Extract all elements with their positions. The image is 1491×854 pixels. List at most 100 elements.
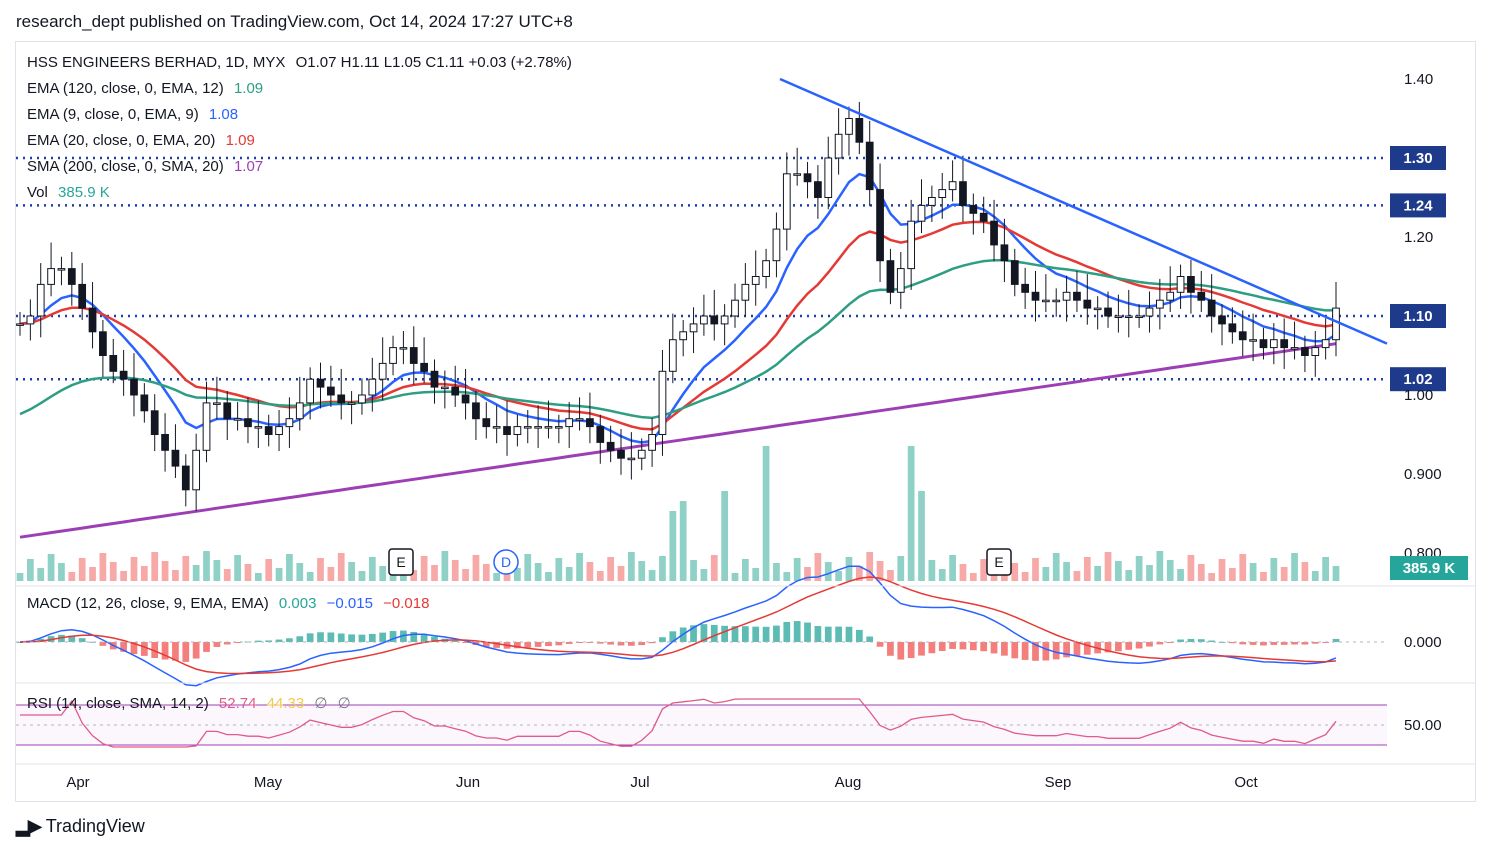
candle-up — [275, 426, 283, 436]
macd-histogram-bar — [1301, 642, 1309, 645]
volume-bar — [1052, 553, 1060, 581]
macd-histogram-bar — [752, 626, 760, 642]
macd-line-value: −0.015 — [326, 595, 373, 612]
rsi-axis-tick: 50.00 — [1404, 717, 1442, 734]
level-tag: 1.24 — [1390, 193, 1446, 218]
legend-macd[interactable]: MACD (12, 26, close, 9, EMA, EMA) 0.003 … — [27, 595, 435, 612]
ema20-value: 1.09 — [225, 132, 255, 149]
candle-up — [1052, 299, 1061, 303]
candle-down — [1031, 291, 1040, 301]
macd-histogram-bar — [317, 632, 324, 642]
legend-sma200[interactable]: SMA (200, close, 0, SMA, 20) 1.07 — [27, 158, 269, 175]
candle-up — [938, 189, 947, 199]
candle-up — [306, 378, 315, 404]
macd-histogram-bar — [710, 624, 718, 642]
macd-histogram-bar — [1083, 642, 1091, 655]
macd-histogram-bar — [1125, 642, 1133, 650]
candle-up — [762, 260, 770, 278]
macd-histogram-bar — [78, 638, 86, 642]
volume-bar — [1187, 555, 1195, 581]
candle-down — [150, 410, 159, 435]
volume-bar — [949, 555, 956, 581]
volume-bar — [26, 559, 34, 581]
macd-histogram-bar — [938, 642, 946, 651]
macd-histogram-bar — [451, 640, 459, 642]
macd-histogram-bar — [68, 635, 76, 642]
candle-down — [1207, 299, 1216, 317]
volume-bar — [151, 552, 159, 581]
macd-histogram-bar — [565, 642, 573, 644]
candle-down — [617, 449, 625, 459]
volume-bar — [161, 561, 169, 581]
legend-rsi[interactable]: RSI (14, close, SMA, 14, 2) 52.74 44.33 … — [27, 694, 357, 712]
candle-up — [782, 173, 791, 230]
volume-bar — [1239, 554, 1247, 581]
volume-bar — [493, 573, 501, 581]
volume-tag-text: 385.9 K — [1403, 560, 1456, 577]
macd-histogram-bar — [918, 642, 925, 656]
level-tag-bg — [1390, 304, 1446, 328]
candle-down — [140, 394, 149, 412]
volume-bar — [254, 573, 262, 581]
macd-histogram-bar — [576, 642, 583, 643]
candle-down — [1187, 276, 1195, 293]
sma200-line — [19, 342, 1337, 539]
sma200-label: SMA (200, close, 0, SMA, 20) — [27, 158, 224, 175]
candle-down — [959, 181, 967, 206]
ema120-label: EMA (120, close, 0, EMA, 12) — [27, 80, 224, 97]
candle-up — [47, 268, 55, 285]
rsi-ma-value: 44.33 — [266, 695, 305, 712]
time-axis: Apr May Jun Jul Aug Sep Oct — [66, 774, 1258, 791]
volume-bar — [638, 561, 646, 581]
volume-bar — [337, 553, 345, 581]
candle-up — [627, 457, 636, 461]
volume-bar — [286, 554, 293, 581]
macd-histogram-bar — [1270, 642, 1278, 645]
legend-volume[interactable]: Vol 385.9 K — [27, 184, 116, 201]
ema9-label: EMA (9, close, 0, EMA, 9) — [27, 106, 199, 123]
volume-bar — [690, 560, 697, 581]
candle-down — [67, 268, 76, 285]
tradingview-logo[interactable]: ▂▶ TradingView — [16, 816, 145, 837]
candle-up — [658, 370, 667, 435]
volume-bar — [700, 569, 708, 581]
volume-bar — [918, 491, 925, 581]
macd-histogram-bar — [368, 633, 376, 642]
candle-up — [928, 197, 936, 206]
legend-ema20[interactable]: EMA (20, close, 0, EMA, 20) 1.09 — [27, 132, 261, 149]
volume-bar — [368, 557, 376, 581]
legend-ema120[interactable]: EMA (120, close, 0, EMA, 12) 1.09 — [27, 80, 269, 97]
ohlc-values: O1.07 H1.11 L1.05 C1.11 +0.03 (+2.78%) — [295, 54, 572, 71]
macd-histogram-bar — [824, 626, 832, 642]
macd-histogram-bar — [980, 642, 988, 652]
volume-bar — [721, 491, 728, 581]
signal-line — [19, 576, 1337, 675]
volume-bar — [99, 553, 107, 581]
volume-bar — [1249, 563, 1257, 581]
volume-bar — [1156, 551, 1164, 581]
volume-bar — [514, 568, 521, 581]
level-tag-text: 1.02 — [1403, 371, 1432, 388]
macd-histogram-bar — [410, 631, 418, 642]
resistance-trendline — [779, 77, 1388, 345]
candle-down — [865, 141, 874, 191]
macd-histogram-bar — [161, 642, 169, 660]
legend-ema9[interactable]: EMA (9, close, 0, EMA, 9) 1.08 — [27, 106, 244, 123]
macd-histogram-bar — [286, 638, 293, 642]
candle-up — [202, 402, 211, 451]
macd-histogram-bar — [596, 642, 604, 644]
volume-bar — [213, 560, 221, 581]
macd-histogram-bar — [1135, 642, 1143, 649]
candle-down — [88, 307, 97, 333]
volume-bar — [628, 552, 635, 581]
macd-histogram-bar — [120, 642, 127, 652]
macd-histogram-bar — [586, 642, 594, 643]
candle-up — [192, 449, 201, 491]
candle-down — [99, 331, 107, 356]
macd-hist-value: 0.003 — [278, 595, 317, 612]
macd-histogram-bar — [1280, 642, 1288, 645]
macd-histogram-bar — [234, 642, 241, 643]
candle-up — [575, 418, 584, 421]
volume-bar — [938, 569, 946, 581]
